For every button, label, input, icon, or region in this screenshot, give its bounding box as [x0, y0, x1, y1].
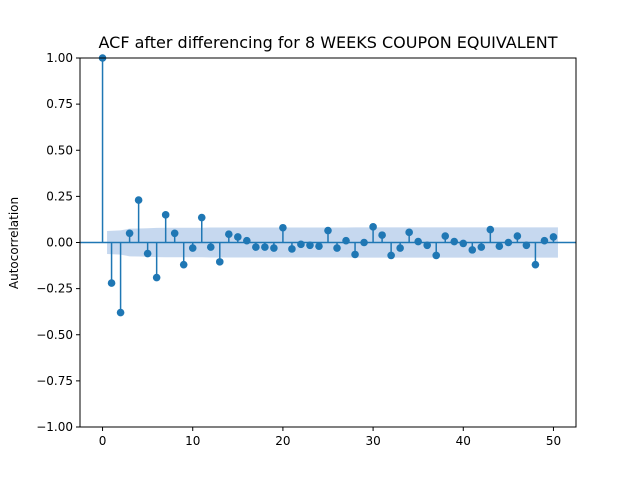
acf-point [170, 229, 179, 238]
acf-point [225, 230, 233, 238]
acf-point [179, 260, 188, 269]
acf-point [360, 238, 368, 247]
chart-title: ACF after differencing for 8 WEEKS COUPO… [98, 33, 557, 52]
acf-point [161, 211, 170, 219]
acf-point [378, 231, 386, 239]
y-tick-label: 0.75 [46, 97, 73, 111]
acf-point [396, 244, 404, 252]
acf-point [297, 240, 305, 249]
acf-point [243, 236, 251, 245]
acf-point [315, 242, 323, 250]
acf-point [152, 273, 161, 282]
acf-point [522, 241, 531, 250]
acf-point [342, 236, 350, 245]
acf-point [134, 196, 143, 204]
acf-point [549, 233, 558, 241]
acf-point [261, 243, 269, 251]
acf-point [324, 226, 332, 235]
acf-point [288, 245, 296, 253]
y-axis-label: Autocorrelation [7, 197, 21, 289]
acf-point [279, 223, 287, 232]
x-tick-label: 10 [185, 434, 200, 448]
y-tick-label: −1.00 [36, 420, 73, 434]
acf-point [495, 242, 504, 250]
x-tick-label: 50 [546, 434, 561, 448]
acf-point [188, 244, 197, 252]
y-tick-label: 0.00 [46, 236, 73, 250]
acf-point [477, 243, 486, 251]
acf-point [369, 223, 377, 231]
acf-point [107, 279, 116, 287]
acf-point [306, 241, 314, 250]
x-tick-label: 30 [365, 434, 380, 448]
y-tick-label: 1.00 [46, 51, 73, 65]
acf-point [441, 232, 450, 240]
acf-point [197, 213, 206, 222]
y-tick-label: −0.50 [36, 328, 73, 342]
x-tick-label: 20 [275, 434, 290, 448]
acf-point [432, 251, 441, 260]
acf-point [206, 243, 215, 251]
acf-point [333, 244, 341, 252]
acf-point [405, 228, 413, 237]
y-tick-label: 0.25 [46, 189, 73, 203]
acf-point [531, 260, 540, 269]
acf-point [387, 251, 395, 260]
acf-point [215, 258, 224, 266]
acf-point [459, 239, 468, 248]
y-tick-label: −0.25 [36, 282, 73, 296]
y-tick-label: −0.75 [36, 374, 73, 388]
acf-point [234, 233, 242, 241]
x-tick-label: 0 [99, 434, 107, 448]
acf-point [116, 308, 125, 317]
acf-point [540, 236, 549, 245]
acf-point [143, 249, 152, 258]
acf-point [125, 229, 134, 238]
acf-point [414, 237, 422, 246]
y-tick-label: 0.50 [46, 143, 73, 157]
acf-point [252, 243, 260, 251]
acf-point [513, 232, 522, 240]
acf-point [450, 237, 459, 246]
acf-point [423, 241, 432, 250]
acf-point [270, 244, 278, 252]
x-tick-label: 40 [456, 434, 471, 448]
acf-point [504, 238, 513, 247]
acf-point [351, 250, 359, 259]
acf-point [486, 225, 495, 234]
acf-point [468, 246, 477, 254]
